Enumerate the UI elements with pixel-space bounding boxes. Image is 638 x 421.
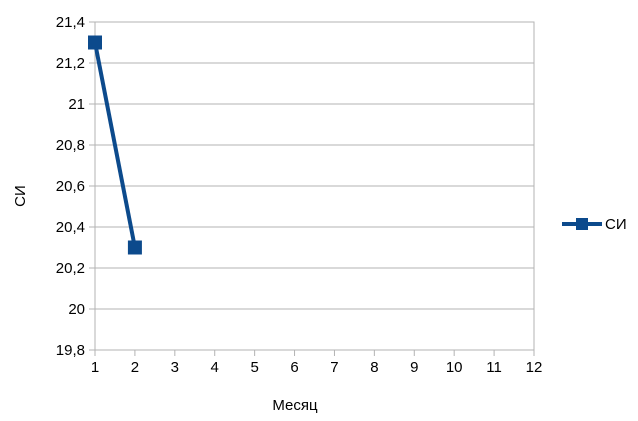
y-tick-label: 20: [68, 301, 85, 318]
x-tick-label: 7: [330, 359, 338, 376]
series-layer: [88, 35, 142, 255]
y-tick-label: 20,2: [56, 260, 85, 277]
legend-marker: [576, 218, 588, 230]
grid-lines: [95, 21, 534, 351]
y-tick-label: 21: [68, 96, 85, 113]
y-tick-label: 21,2: [56, 55, 85, 72]
x-tick-label: 3: [171, 359, 179, 376]
x-tick-label: 2: [131, 359, 139, 376]
x-tick-label: 6: [290, 359, 298, 376]
x-tick-label: 5: [250, 359, 258, 376]
legend-label: СИ: [605, 216, 627, 233]
x-tick-label: 11: [486, 359, 502, 376]
x-tick-label: 10: [446, 359, 463, 376]
x-tick-label: 12: [526, 359, 543, 376]
y-tick-label: 19,8: [56, 342, 85, 359]
axes: [89, 21, 535, 356]
data-point-marker: [88, 35, 102, 50]
x-tick-label: 1: [91, 359, 99, 376]
y-tick-label: 20,8: [56, 137, 85, 154]
x-tick-label: 8: [370, 359, 378, 376]
x-axis-title: Месяц: [272, 397, 318, 414]
plot-area-border: [94, 21, 535, 351]
x-tick-label: 4: [211, 359, 219, 376]
y-axis-title: СИ: [12, 185, 29, 207]
y-tick-label: 20,6: [56, 178, 85, 195]
y-tick-label: 20,4: [56, 219, 85, 236]
y-tick-label: 21,4: [56, 14, 85, 31]
series-line: [93, 42, 137, 248]
data-point-marker: [127, 240, 142, 255]
legend: СИ: [562, 216, 627, 233]
x-tick-label: 9: [410, 359, 418, 376]
